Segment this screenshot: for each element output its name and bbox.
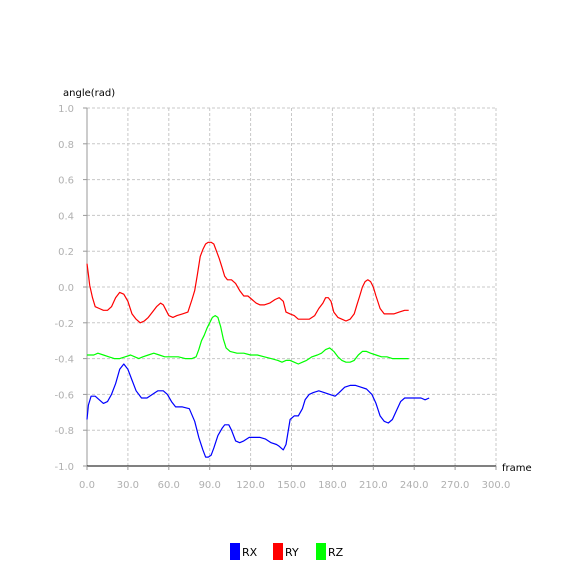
x-tick-label: 180.0	[318, 480, 347, 491]
y-tick-label: 0.8	[58, 140, 74, 151]
x-tick-label: 120.0	[236, 480, 265, 491]
y-tick-label: 1.0	[58, 104, 74, 115]
legend-label-ry: RY	[285, 546, 299, 559]
y-tick-label: 0.4	[58, 211, 74, 222]
legend: RX RY RZ	[230, 543, 344, 560]
x-tick-label: 300.0	[482, 480, 511, 491]
grid	[87, 107, 497, 466]
x-tick-label: 240.0	[400, 480, 429, 491]
x-tick-label: 210.0	[359, 480, 388, 491]
x-tick-label: 270.0	[441, 480, 470, 491]
x-tick-label: 30.0	[117, 480, 139, 491]
y-tick-label: -0.2	[54, 319, 74, 330]
series-line-ry	[86, 241, 409, 324]
series-line-rx	[86, 363, 430, 458]
x-axis-title: frame	[502, 463, 532, 474]
series-line-rz	[87, 315, 409, 365]
x-tick-label: 150.0	[277, 480, 306, 491]
x-tick-label: 60.0	[158, 480, 180, 491]
y-tick-label: -1.0	[54, 462, 74, 473]
y-axis-title: angle(rad)	[63, 88, 115, 99]
x-tick-label: 90.0	[199, 480, 221, 491]
axes	[83, 107, 497, 470]
legend-swatch-rz	[316, 543, 326, 560]
series-lines	[86, 241, 430, 458]
legend-swatch-rx	[230, 543, 240, 560]
tick-labels: 0.0 30.0 60.0 90.0 120.0 150.0 180.0 210.0 240.0…	[54, 104, 510, 491]
y-tick-label: -0.6	[54, 390, 74, 401]
y-tick-label: -0.4	[54, 355, 74, 366]
legend-label-rx: RX	[242, 546, 258, 559]
legend-label-rz: RZ	[328, 546, 344, 559]
y-tick-label: 0.0	[58, 283, 74, 294]
y-tick-label: 0.2	[58, 247, 74, 258]
legend-swatch-ry	[273, 543, 283, 560]
y-tick-label: 0.6	[58, 176, 74, 187]
y-tick-label: -0.8	[54, 426, 74, 437]
x-tick-label: 0.0	[79, 480, 95, 491]
